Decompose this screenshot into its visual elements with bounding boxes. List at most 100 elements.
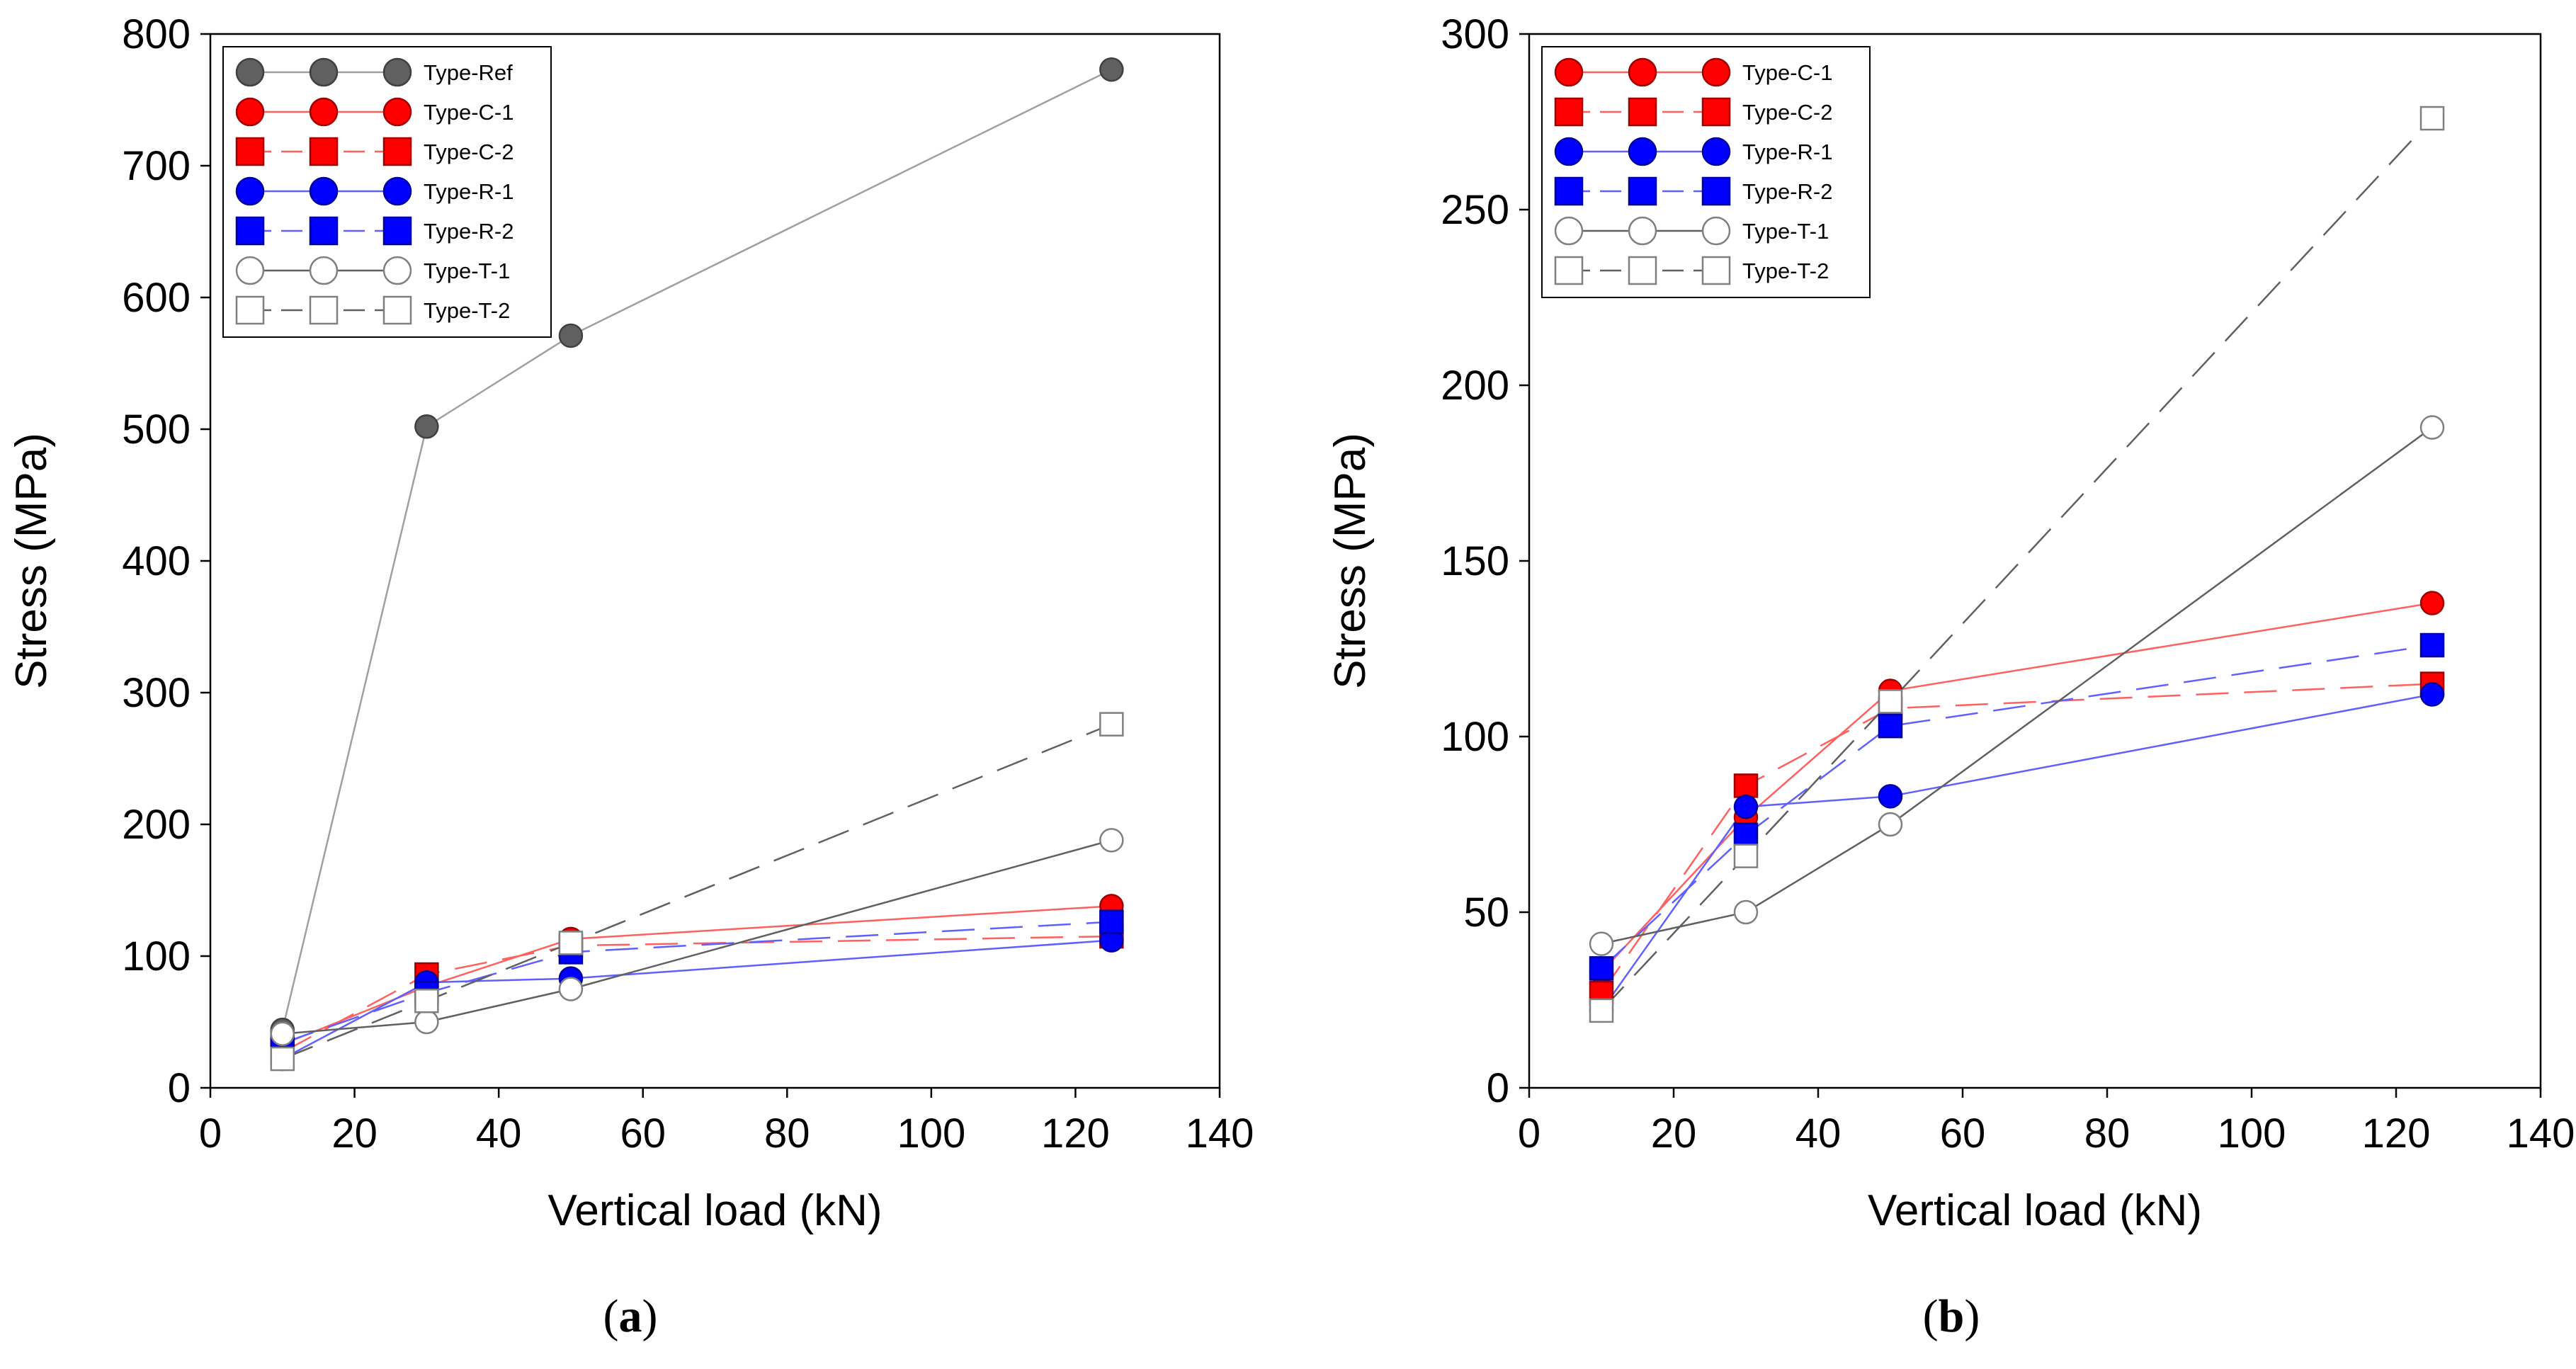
chart-b-legend-marker-type-c-1 <box>1628 57 1657 87</box>
chart-a-legend-marker-type-c-1 <box>382 97 412 127</box>
chart-b-data-point-type-t-1 <box>1878 812 1903 837</box>
chart-a-legend-marker-type-r-2 <box>382 216 412 246</box>
chart-a-caption-paren-open: ( <box>603 1290 619 1342</box>
chart-a-y-tick-label: 500 <box>122 407 191 453</box>
chart-b-data-point-type-t-2 <box>1589 998 1614 1023</box>
chart-a-legend-marker-type-r-1 <box>382 176 412 206</box>
chart-b-legend-marker-type-t-2 <box>1554 256 1584 285</box>
chart-b-legend-marker-type-t-1 <box>1554 216 1584 246</box>
chart-a-legend-label-type-t-1: Type-T-1 <box>424 259 510 283</box>
chart-b-legend-marker-type-r-2 <box>1628 176 1657 206</box>
chart-b-legend-marker-type-r-1 <box>1554 137 1584 166</box>
chart-a-legend-marker-type-ref <box>309 57 339 87</box>
chart-a-legend-label-type-ref: Type-Ref <box>424 60 513 85</box>
chart-a-y-tick-label: 700 <box>122 143 191 189</box>
chart-b-legend <box>1541 46 1871 298</box>
chart-a-data-point-type-t-1 <box>1099 828 1124 853</box>
chart-b-legend-label-type-c-2: Type-C-2 <box>1742 100 1832 125</box>
chart-b-y-tick-label: 200 <box>1441 363 1509 409</box>
chart-b-legend-marker-type-t-1 <box>1628 216 1657 246</box>
chart-a-y-tick-label: 200 <box>122 802 191 848</box>
chart-a-legend-marker-type-t-1 <box>309 256 339 285</box>
chart-a-x-tick-label: 0 <box>199 1110 222 1157</box>
chart-b-legend-label-type-t-1: Type-T-1 <box>1742 219 1829 244</box>
chart-a-data-point-type-ref <box>558 323 584 348</box>
chart-a-y-tick-label: 800 <box>122 11 191 57</box>
chart-a-y-tick-label: 300 <box>122 670 191 716</box>
chart-a-series-line-type-r-2 <box>282 921 1112 1044</box>
chart-a-legend-marker-type-r-2 <box>309 216 339 246</box>
chart-b-data-point-type-r-1 <box>2419 682 2445 707</box>
chart-a-legend-label-type-c-2: Type-C-2 <box>424 140 514 164</box>
chart-b-data-point-type-t-1 <box>1589 931 1614 956</box>
chart-b-y-axis-label: Stress (MPa) <box>1326 433 1375 689</box>
chart-b-legend-marker-type-c-2 <box>1701 97 1731 127</box>
chart-b-data-point-type-c-1 <box>2419 591 2445 615</box>
chart-a-legend-marker-type-c-1 <box>235 97 265 127</box>
chart-b-x-tick-label: 40 <box>1795 1110 1842 1157</box>
chart-b-legend-marker-type-r-1 <box>1701 137 1731 166</box>
chart-b-legend-label-type-r-2: Type-R-2 <box>1742 179 1832 204</box>
chart-a-legend-marker-type-t-2 <box>309 295 339 325</box>
chart-a-y-axis-label: Stress (MPa) <box>7 433 56 689</box>
chart-a-data-point-type-t-1 <box>558 977 584 1001</box>
chart-a-y-tick-label: 600 <box>122 275 191 321</box>
chart-b-series-line-type-r-1 <box>1600 693 2433 1011</box>
chart-a-series-line-type-t-1 <box>282 839 1112 1035</box>
chart-b-caption-letter: b <box>1939 1290 1965 1342</box>
chart-b-data-point-type-t-2 <box>1733 843 1759 868</box>
chart-b-y-tick-label: 100 <box>1441 714 1509 760</box>
chart-b-y-tick-label: 150 <box>1441 538 1509 584</box>
chart-b-panel-caption: (b) <box>1923 1290 1980 1342</box>
chart-a-y-tick-label: 0 <box>168 1065 191 1111</box>
chart-a-legend-marker-type-t-2 <box>235 295 265 325</box>
chart-a-data-point-type-ref <box>1099 57 1124 82</box>
chart-b-legend-marker-type-r-1 <box>1628 137 1657 166</box>
chart-b-legend-marker-type-r-2 <box>1554 176 1584 206</box>
chart-a-panel-caption: (a) <box>603 1290 658 1342</box>
chart-a-x-tick-label: 100 <box>897 1110 965 1157</box>
chart-a-x-tick-label: 60 <box>620 1110 666 1157</box>
chart-b-legend-label-type-r-1: Type-R-1 <box>1742 140 1832 164</box>
chart-panel-a: 0 20 40 60 80 100 120 140 0 100 200 300 400 500 600 700… <box>7 11 1254 1342</box>
chart-a-series-line-type-r-1 <box>282 939 1112 1060</box>
chart-a-legend-marker-type-c-2 <box>309 137 339 166</box>
chart-a-legend-label-type-t-2: Type-T-2 <box>424 298 510 323</box>
chart-b-caption-paren-open: ( <box>1923 1290 1939 1342</box>
chart-b-series-line-type-c-2 <box>1600 683 2433 994</box>
chart-b-data-point-type-t-1 <box>2419 415 2445 440</box>
chart-b-data-point-type-t-2 <box>1878 689 1903 714</box>
chart-a-legend-marker-type-ref <box>235 57 265 87</box>
chart-a-legend-label-type-r-1: Type-R-1 <box>424 179 514 204</box>
chart-a-legend-marker-type-t-2 <box>382 295 412 325</box>
chart-b-data-point-type-r-1 <box>1733 794 1759 819</box>
chart-b-x-tick-label: 120 <box>2362 1110 2431 1157</box>
chart-a-legend-marker-type-c-2 <box>235 137 265 166</box>
chart-b-legend-label-type-c-1: Type-C-1 <box>1742 60 1832 85</box>
chart-a-series-line-type-c-2 <box>282 935 1112 1053</box>
chart-b-data-point-type-r-2 <box>1878 713 1903 739</box>
chart-b-legend-marker-type-c-1 <box>1554 57 1584 87</box>
chart-b-data-point-type-r-2 <box>1733 822 1759 848</box>
chart-a-x-tick-label: 40 <box>476 1110 522 1157</box>
chart-b-y-tick-label: 0 <box>1487 1065 1509 1111</box>
chart-b-series-line-type-r-2 <box>1601 644 2433 970</box>
chart-a-legend-marker-type-ref <box>382 57 412 87</box>
chart-a-caption-paren-close: ) <box>642 1290 658 1342</box>
chart-b-x-tick-label: 80 <box>2084 1110 2130 1157</box>
chart-b-x-tick-label: 20 <box>1651 1110 1697 1157</box>
chart-b-x-axis-label: Vertical load (kN) <box>1868 1186 2202 1235</box>
chart-a-legend-label-type-r-2: Type-R-2 <box>424 219 514 244</box>
chart-b-legend-marker-type-t-1 <box>1701 216 1731 246</box>
chart-b-data-point-type-r-1 <box>1878 784 1903 809</box>
chart-b-y-tick-label: 250 <box>1441 187 1509 233</box>
chart-b-x-tick-label: 100 <box>2218 1110 2286 1157</box>
chart-a-data-point-type-t-2 <box>270 1046 295 1072</box>
chart-a-legend-marker-type-t-1 <box>235 256 265 285</box>
chart-a-legend-marker-type-t-1 <box>382 256 412 285</box>
chart-a-x-tick-label: 20 <box>331 1110 378 1157</box>
chart-b-series-line-type-c-1 <box>1601 602 2433 973</box>
chart-b-legend-marker-type-t-2 <box>1628 256 1657 285</box>
